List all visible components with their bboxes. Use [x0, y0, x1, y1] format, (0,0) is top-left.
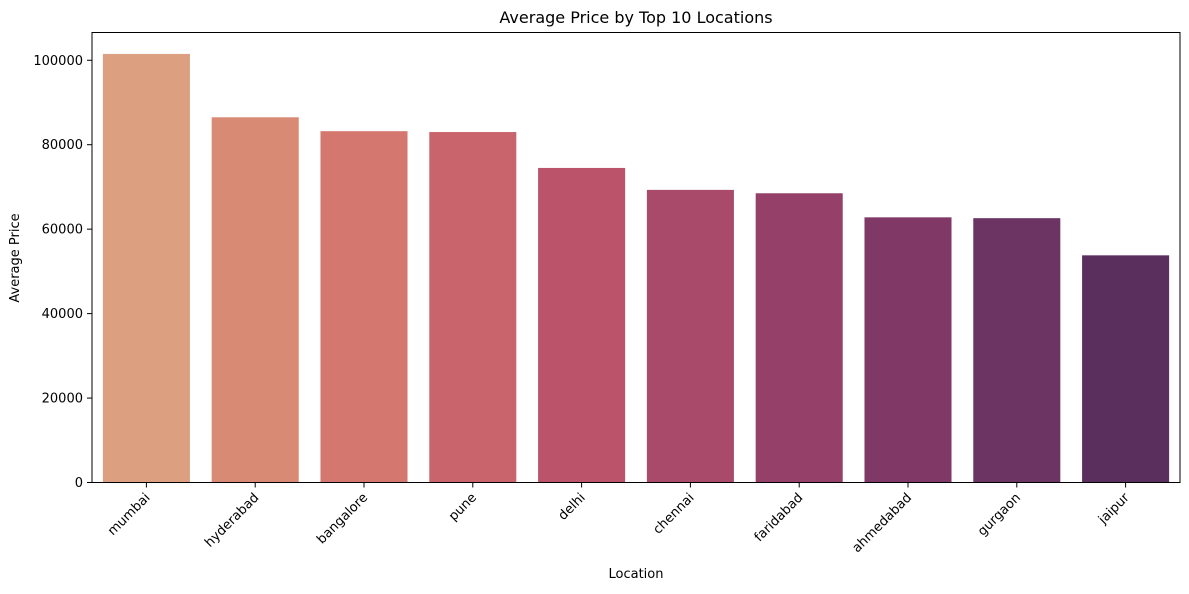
bar-mumbai	[102, 53, 190, 483]
x-tick-label: bangalore	[314, 490, 371, 547]
bar-delhi	[538, 167, 626, 483]
bar-chennai	[646, 189, 734, 483]
x-tick-label: faridabad	[752, 490, 807, 545]
y-tick-label: 80000	[42, 138, 83, 153]
bar-ahmedabad	[864, 217, 952, 483]
y-axis-label: Average Price	[8, 213, 23, 302]
x-tick-label: pune	[446, 490, 480, 524]
x-tick-label: chennai	[650, 490, 697, 537]
x-tick-label: mumbai	[105, 490, 153, 538]
bar-faridabad	[755, 193, 843, 483]
x-tick-label: jaipur	[1095, 490, 1133, 528]
y-tick-label: 20000	[42, 392, 83, 407]
bar-jaipur	[1082, 255, 1170, 483]
y-tick-label: 40000	[42, 307, 83, 322]
x-tick-label: delhi	[556, 490, 589, 523]
plot-frame	[91, 32, 1181, 483]
y-axis: 0 20000 40000 60000 80000 100000	[33, 54, 92, 491]
x-tick-label: gurgaon	[975, 490, 1024, 539]
bar-gurgaon	[973, 218, 1061, 483]
x-tick-label: hyderabad	[202, 490, 262, 550]
y-tick-label: 100000	[33, 54, 83, 69]
x-tick-label: ahmedabad	[850, 490, 915, 555]
x-axis-label: Location	[609, 567, 664, 582]
bar-hyderabad	[211, 117, 299, 483]
y-tick-label: 0	[75, 476, 83, 491]
x-axis: mumbai hyderabad bangalore pune delhi chennai…	[105, 482, 1133, 556]
bars-group	[102, 53, 1170, 483]
chart-title: Average Price by Top 10 Locations	[499, 8, 772, 27]
bar-bangalore	[320, 131, 408, 483]
y-tick-label: 60000	[42, 223, 83, 238]
bar-pune	[429, 132, 517, 483]
